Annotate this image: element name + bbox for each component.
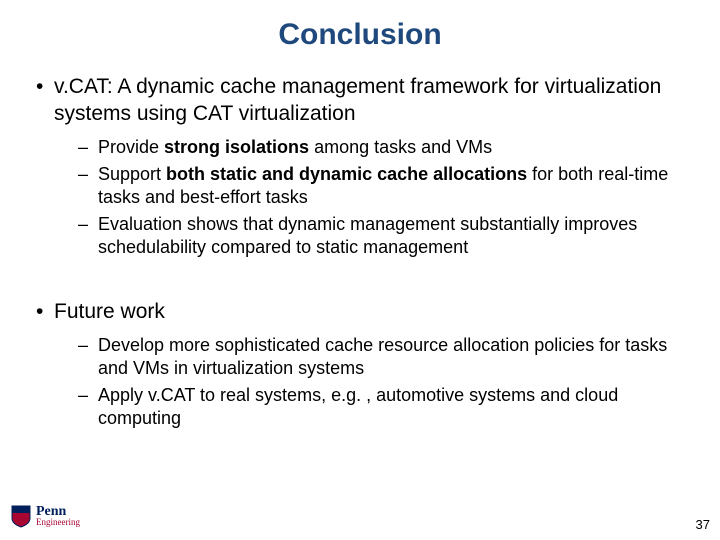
bullet-item: v.CAT: A dynamic cache management framew… bbox=[30, 74, 690, 259]
bullet-text: Future work bbox=[54, 300, 165, 323]
sub-item: Support both static and dynamic cache al… bbox=[78, 163, 690, 209]
sub-post: among tasks and VMs bbox=[309, 137, 492, 157]
shield-icon bbox=[10, 504, 32, 528]
slide-title: Conclusion bbox=[30, 18, 690, 52]
sub-pre: Evaluation shows that dynamic management… bbox=[98, 214, 637, 257]
sub-item: Evaluation shows that dynamic management… bbox=[78, 213, 690, 259]
bullet-list: Future work Develop more sophisticated c… bbox=[30, 299, 690, 430]
bullet-item: Future work Develop more sophisticated c… bbox=[30, 299, 690, 430]
penn-logo: Penn Engineering bbox=[10, 504, 80, 528]
penn-text: Penn Engineering bbox=[36, 505, 80, 527]
bullet-text: v.CAT: A dynamic cache management framew… bbox=[54, 75, 661, 125]
sub-pre: Develop more sophisticated cache resourc… bbox=[98, 335, 667, 378]
sub-pre: Apply v.CAT to real systems, e.g. , auto… bbox=[98, 385, 618, 428]
slide: Conclusion v.CAT: A dynamic cache manage… bbox=[0, 0, 720, 540]
sub-item: Apply v.CAT to real systems, e.g. , auto… bbox=[78, 384, 690, 430]
spacer bbox=[30, 265, 690, 299]
bullet-list: v.CAT: A dynamic cache management framew… bbox=[30, 74, 690, 259]
sub-pre: Provide bbox=[98, 137, 164, 157]
sub-list: Develop more sophisticated cache resourc… bbox=[54, 334, 690, 430]
sub-item: Develop more sophisticated cache resourc… bbox=[78, 334, 690, 380]
sub-pre: Support bbox=[98, 164, 166, 184]
sub-item: Provide strong isolations among tasks an… bbox=[78, 136, 690, 159]
logo-bottom: Engineering bbox=[36, 518, 80, 527]
sub-strong: both static and dynamic cache allocation… bbox=[166, 164, 527, 184]
page-number: 37 bbox=[696, 517, 710, 532]
sub-strong: strong isolations bbox=[164, 137, 309, 157]
sub-list: Provide strong isolations among tasks an… bbox=[54, 136, 690, 259]
